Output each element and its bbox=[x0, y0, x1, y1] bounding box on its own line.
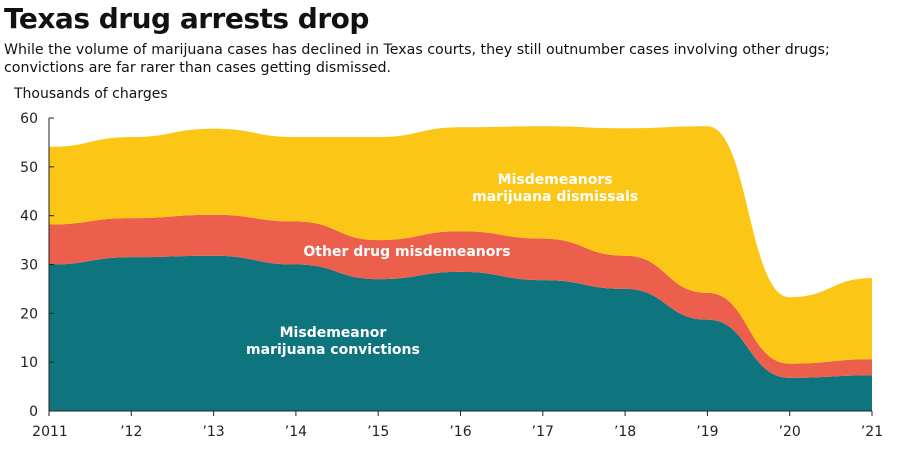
y-tick-label: 20 bbox=[20, 306, 38, 322]
x-tick-label: ’21 bbox=[861, 424, 883, 440]
series-label: Misdemeanors marijuana dismissals bbox=[472, 172, 638, 205]
area-misdemeanor-marijuana-convictions bbox=[49, 255, 872, 411]
area-layers bbox=[49, 126, 872, 411]
x-tick-label: ’14 bbox=[285, 424, 307, 440]
x-tick-label: ’13 bbox=[202, 424, 224, 440]
series-label: Other drug misdemeanors bbox=[303, 244, 510, 260]
x-tick-label: 2011 bbox=[32, 424, 68, 440]
chart-subtitle: While the volume of marijuana cases has … bbox=[4, 42, 830, 76]
y-tick-label: 50 bbox=[20, 160, 38, 176]
area-other-drug-misdemeanors bbox=[49, 214, 872, 378]
x-tick-label: ’12 bbox=[120, 424, 142, 440]
series-labels: Misdemeanor marijuana convictions Other dr… bbox=[246, 172, 638, 358]
y-tick-label: 40 bbox=[20, 209, 38, 225]
x-tick-label: ’15 bbox=[367, 424, 389, 440]
y-tick-label: 0 bbox=[29, 404, 38, 420]
x-tick-label: ’19 bbox=[696, 424, 718, 440]
y-tick-label: 60 bbox=[20, 111, 38, 127]
axes: 0 10 20 30 40 50 60 2011 ’12 ’13 ’14 ’15 ’16 ’17 ’18 ’1… bbox=[20, 111, 883, 440]
x-tick-label: ’20 bbox=[779, 424, 801, 440]
y-tick-label: 10 bbox=[20, 355, 38, 371]
x-tick-label: ’18 bbox=[614, 424, 636, 440]
y-tick-label: 30 bbox=[20, 258, 38, 274]
series-label: Misdemeanor marijuana convictions bbox=[246, 325, 420, 358]
y-axis-label: Thousands of charges bbox=[14, 86, 168, 102]
area-misdemeanors-marijuana-dismissals bbox=[49, 126, 872, 364]
x-tick-label: ’16 bbox=[449, 424, 471, 440]
chart-title: Texas drug arrests drop bbox=[4, 2, 369, 35]
x-tick-label: ’17 bbox=[532, 424, 554, 440]
